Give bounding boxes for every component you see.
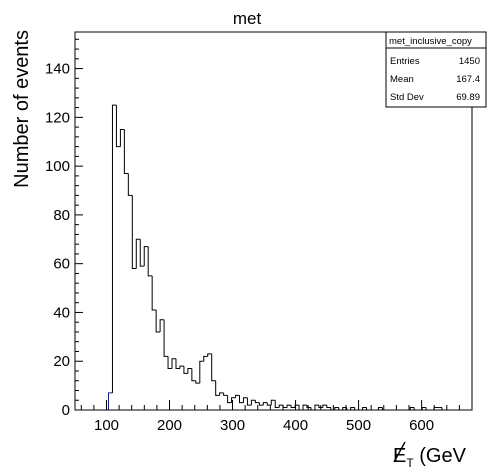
y-tick-label: 140	[45, 61, 70, 78]
histogram-bin	[131, 195, 137, 270]
histogram-bin	[254, 400, 260, 404]
histogram-bin	[123, 129, 129, 174]
histogram-bin	[318, 405, 323, 409]
missing-et-slash	[393, 441, 406, 463]
histogram-bin	[187, 368, 192, 374]
x-axis-title: ET (GeV	[393, 445, 467, 470]
y-tick-label: 40	[53, 304, 70, 321]
histogram-bin	[151, 275, 157, 311]
y-tick-label: 100	[45, 158, 70, 175]
histogram-bin	[377, 407, 383, 410]
histogram-bin	[274, 400, 280, 409]
histogram-bin	[163, 319, 169, 357]
x-tick-label: 400	[283, 417, 308, 434]
stats-box-frame	[385, 31, 487, 108]
histogram-bin	[127, 173, 133, 196]
histogram-bin	[219, 392, 224, 396]
y-tick-label: 80	[53, 207, 70, 224]
x-axis-title-rest: (GeV	[414, 445, 467, 467]
histogram-bin	[139, 239, 145, 267]
stats-mean-label: Mean	[390, 74, 414, 85]
stats-entries-label: Entries	[390, 56, 420, 67]
histogram-bin	[262, 402, 268, 406]
stats-box-name: met_inclusive_copy	[389, 36, 472, 47]
stats-box: met_inclusive_copy Entries 1450 Mean 167…	[385, 31, 487, 108]
histogram-bin	[270, 399, 276, 406]
stats-stddev-value: 69.89	[456, 92, 480, 103]
histogram-bin	[111, 104, 117, 393]
histogram-bin	[246, 397, 252, 406]
chart-title: met	[233, 9, 262, 28]
histogram-bin	[143, 246, 149, 267]
histogram-bin	[183, 366, 188, 374]
histogram-bin	[159, 319, 165, 332]
histogram-bin	[433, 407, 439, 410]
histogram-bin	[242, 397, 248, 403]
x-axis-title-sub: T	[406, 456, 414, 470]
histogram-bin	[223, 392, 228, 396]
histogram-bin	[175, 358, 180, 370]
stats-stddev-label: Std Dev	[390, 92, 424, 103]
histogram-bin	[294, 404, 300, 408]
stats-entries-value: 1450	[459, 56, 480, 67]
histogram-bin	[342, 407, 347, 410]
histogram-bin	[350, 407, 355, 410]
histogram-bin	[282, 405, 288, 409]
histogram-bin	[409, 407, 415, 410]
histogram-bin	[147, 246, 153, 277]
histogram-bin	[266, 402, 272, 406]
histogram-bin	[239, 395, 244, 404]
histogram-bin	[231, 397, 236, 403]
histogram-bin	[155, 310, 161, 333]
histogram-bin	[207, 353, 212, 357]
y-tick-label: 120	[45, 109, 70, 126]
histogram-bin	[250, 399, 256, 406]
histogram-bin	[362, 407, 367, 410]
histogram-bin	[326, 405, 331, 409]
histogram-bin	[322, 404, 327, 408]
histogram-bin	[421, 407, 427, 410]
histogram-bin	[107, 392, 113, 410]
histogram-bin	[119, 129, 125, 147]
x-tick-label: 200	[157, 417, 182, 434]
histogram-bin	[334, 407, 339, 410]
histogram-bin	[191, 368, 196, 382]
plot-frame	[74, 31, 473, 411]
y-tick-label: 60	[53, 256, 70, 273]
histogram-bin	[227, 395, 232, 404]
histogram-bin	[286, 404, 292, 408]
histogram-bin	[195, 380, 200, 384]
y-axis-ticks: 0 20 40 60 80 100 120 140	[45, 38, 83, 419]
x-tick-label: 500	[346, 417, 371, 434]
histogram-bin	[135, 238, 141, 269]
x-tick-label: 300	[220, 417, 245, 434]
histogram-bin	[115, 105, 121, 148]
histogram-bin	[314, 404, 319, 410]
histogram-bin	[171, 358, 176, 369]
histogram-bin	[211, 353, 216, 382]
histogram-bin	[235, 394, 240, 398]
stats-mean-value: 167.4	[456, 74, 480, 85]
x-axis-title-main: E	[393, 445, 406, 467]
y-tick-label: 20	[53, 353, 70, 370]
histogram-bin	[278, 404, 284, 408]
x-tick-label: 100	[94, 417, 119, 434]
y-tick-label: 0	[62, 402, 70, 419]
histogram-bin	[306, 405, 311, 409]
x-tick-label: 600	[409, 417, 434, 434]
histogram-bin	[167, 356, 173, 370]
histogram-bin	[199, 360, 204, 384]
histogram-bin	[215, 380, 220, 396]
histogram-bin	[302, 404, 307, 410]
histogram-bin	[258, 402, 264, 406]
histogram-bin	[179, 365, 184, 369]
histogram-bin	[203, 355, 208, 362]
y-axis-title: Number of events	[11, 30, 33, 188]
x-axis-ticks: 100 200 300 400 500 600	[80, 400, 473, 434]
histogram-bin	[290, 405, 296, 409]
